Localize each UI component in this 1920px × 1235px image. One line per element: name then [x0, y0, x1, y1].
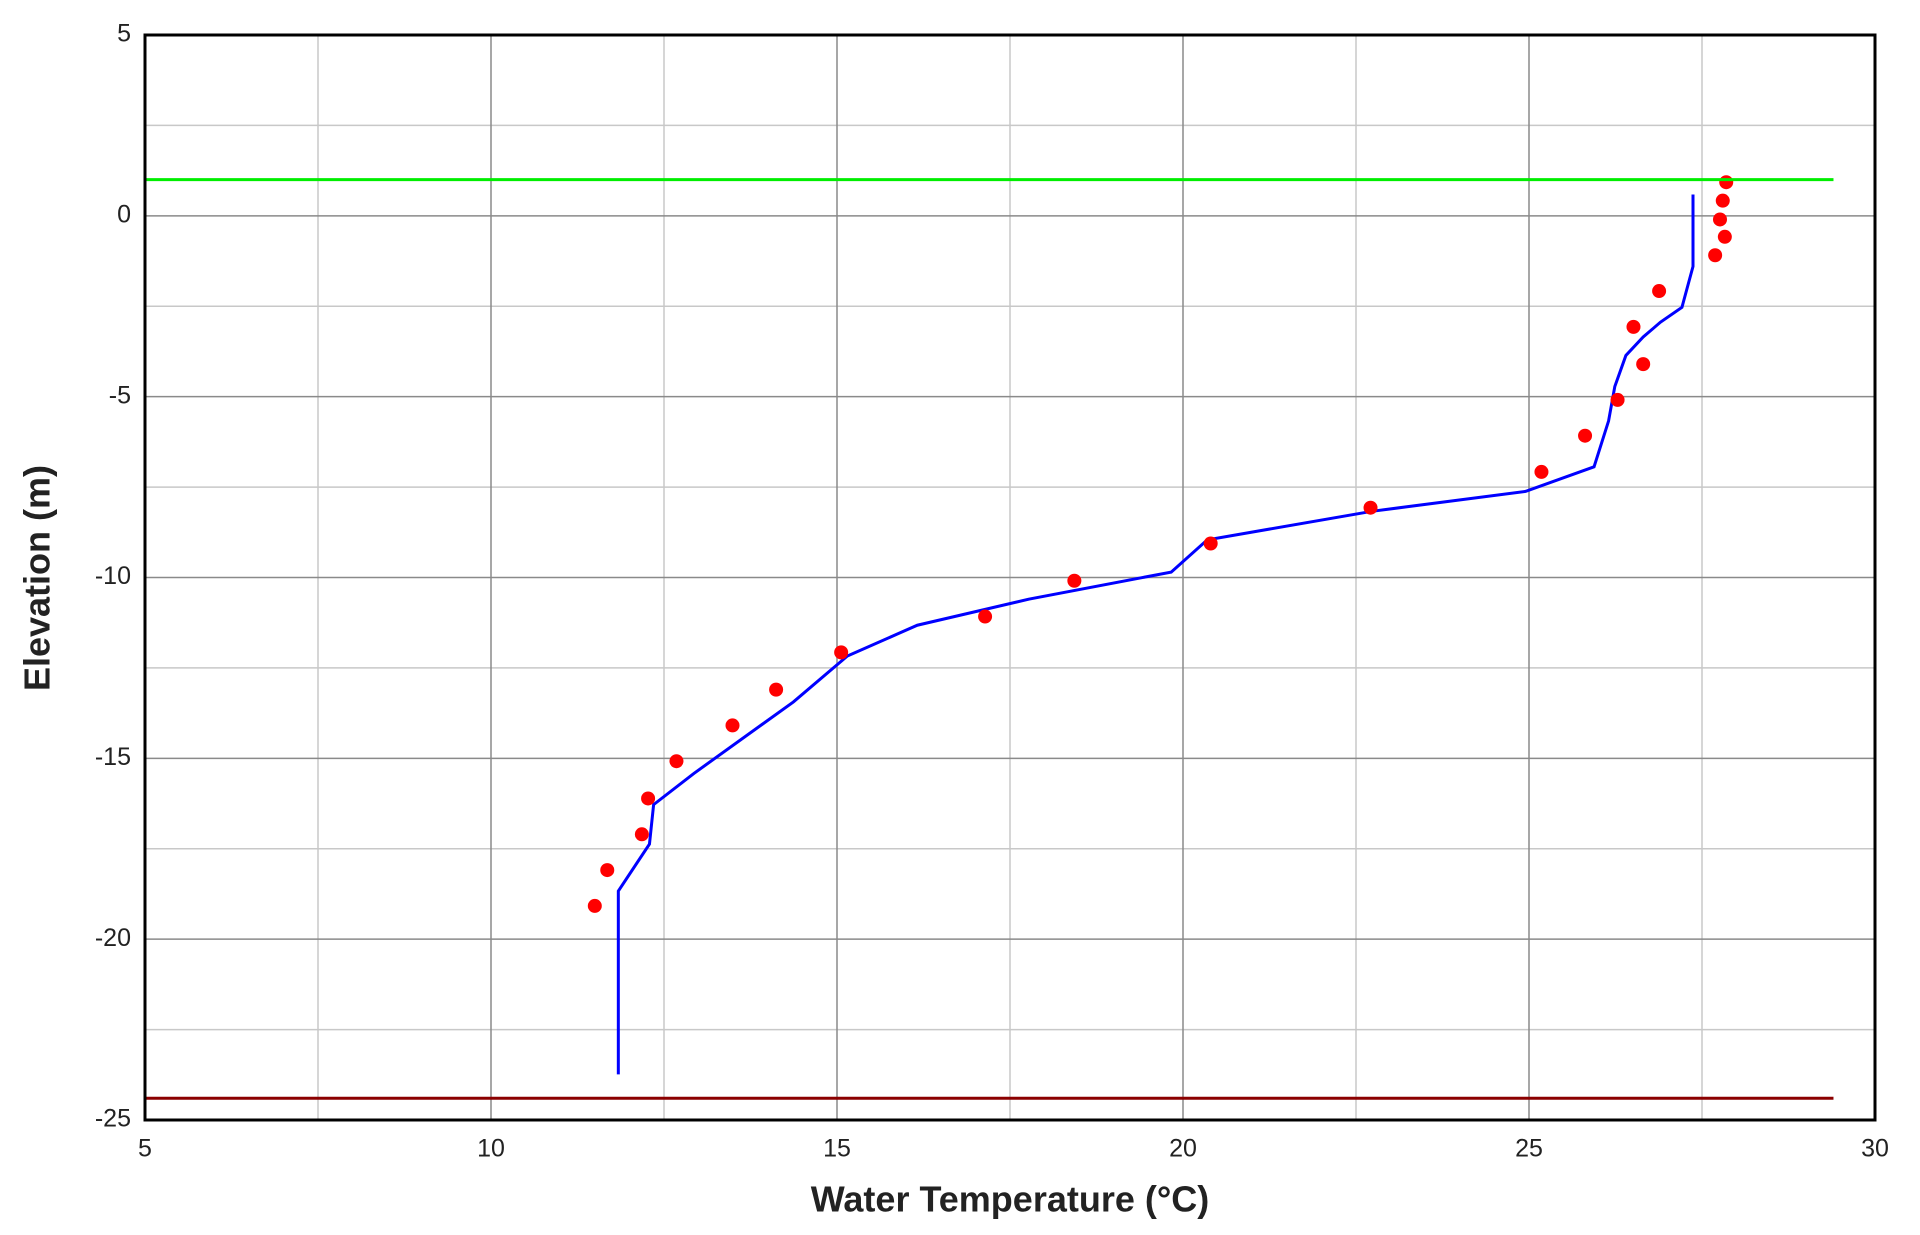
- point: [1719, 175, 1734, 190]
- point: [1708, 248, 1723, 263]
- y-tick-label: 5: [117, 20, 131, 48]
- y-tick-label: -20: [95, 924, 131, 952]
- point: [834, 645, 849, 660]
- x-tick-label: 25: [1515, 1135, 1543, 1163]
- point: [1652, 284, 1667, 299]
- point: [725, 718, 740, 733]
- point: [1363, 500, 1378, 515]
- x-tick-label: 20: [1169, 1135, 1197, 1163]
- x-tick-label: 5: [138, 1135, 152, 1163]
- point: [1203, 536, 1218, 551]
- x-axis-title: Water Temperature (°C): [811, 1179, 1209, 1220]
- y-tick-label: -15: [95, 743, 131, 771]
- y-axis-title: Elevation (m): [17, 465, 58, 691]
- x-tick-label: 30: [1861, 1135, 1889, 1163]
- y-tick-label: 0: [117, 200, 131, 228]
- point: [600, 863, 615, 878]
- line: [616, 194, 1695, 1075]
- point: [1715, 193, 1730, 208]
- point: [1636, 357, 1651, 372]
- point: [1610, 392, 1625, 407]
- y-tick-label: -5: [109, 381, 131, 409]
- point: [587, 898, 602, 913]
- point: [1534, 464, 1549, 479]
- x-tick-label: 10: [477, 1135, 505, 1163]
- point: [1067, 573, 1082, 588]
- point: [1717, 229, 1732, 244]
- point: [1626, 319, 1641, 334]
- point: [669, 754, 684, 769]
- point: [769, 682, 784, 697]
- point: [634, 827, 649, 842]
- point: [978, 609, 993, 624]
- point: [1578, 428, 1593, 443]
- point: [641, 791, 656, 806]
- y-tick-label: -10: [95, 562, 131, 590]
- plot-border: [143, 33, 1877, 1122]
- point: [1712, 212, 1727, 227]
- x-tick-label: 15: [823, 1135, 851, 1163]
- y-tick-label: -25: [95, 1105, 131, 1133]
